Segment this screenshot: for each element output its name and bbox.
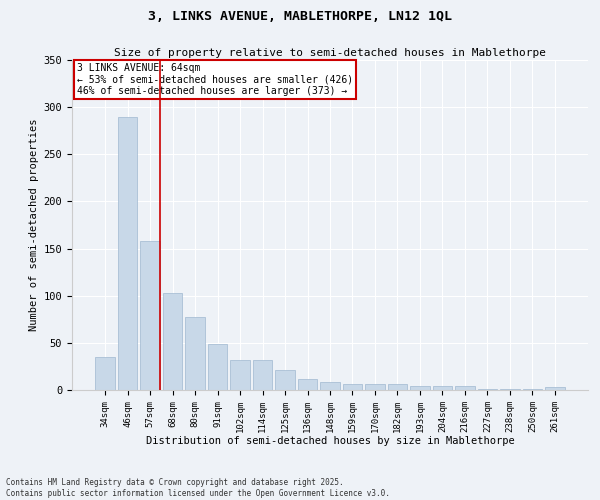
Bar — [163, 293, 182, 390]
Text: Contains HM Land Registry data © Crown copyright and database right 2025.
Contai: Contains HM Land Registry data © Crown c… — [6, 478, 390, 498]
Bar — [320, 382, 340, 390]
Bar — [208, 344, 227, 390]
Y-axis label: Number of semi-detached properties: Number of semi-detached properties — [29, 118, 40, 331]
Bar — [545, 387, 565, 390]
Bar — [410, 386, 430, 390]
Bar — [365, 384, 385, 390]
Bar — [388, 384, 407, 390]
Bar — [343, 384, 362, 390]
Bar — [140, 241, 160, 390]
Bar — [230, 360, 250, 390]
Bar — [118, 116, 137, 390]
X-axis label: Distribution of semi-detached houses by size in Mablethorpe: Distribution of semi-detached houses by … — [146, 436, 514, 446]
Bar — [478, 389, 497, 390]
Bar — [433, 386, 452, 390]
Bar — [298, 378, 317, 390]
Bar — [185, 318, 205, 390]
Bar — [253, 360, 272, 390]
Bar — [95, 357, 115, 390]
Bar — [455, 386, 475, 390]
Text: 3, LINKS AVENUE, MABLETHORPE, LN12 1QL: 3, LINKS AVENUE, MABLETHORPE, LN12 1QL — [148, 10, 452, 23]
Text: 3 LINKS AVENUE: 64sqm
← 53% of semi-detached houses are smaller (426)
46% of sem: 3 LINKS AVENUE: 64sqm ← 53% of semi-deta… — [77, 64, 353, 96]
Title: Size of property relative to semi-detached houses in Mablethorpe: Size of property relative to semi-detach… — [114, 48, 546, 58]
Bar — [500, 389, 520, 390]
Bar — [275, 370, 295, 390]
Bar — [523, 389, 542, 390]
